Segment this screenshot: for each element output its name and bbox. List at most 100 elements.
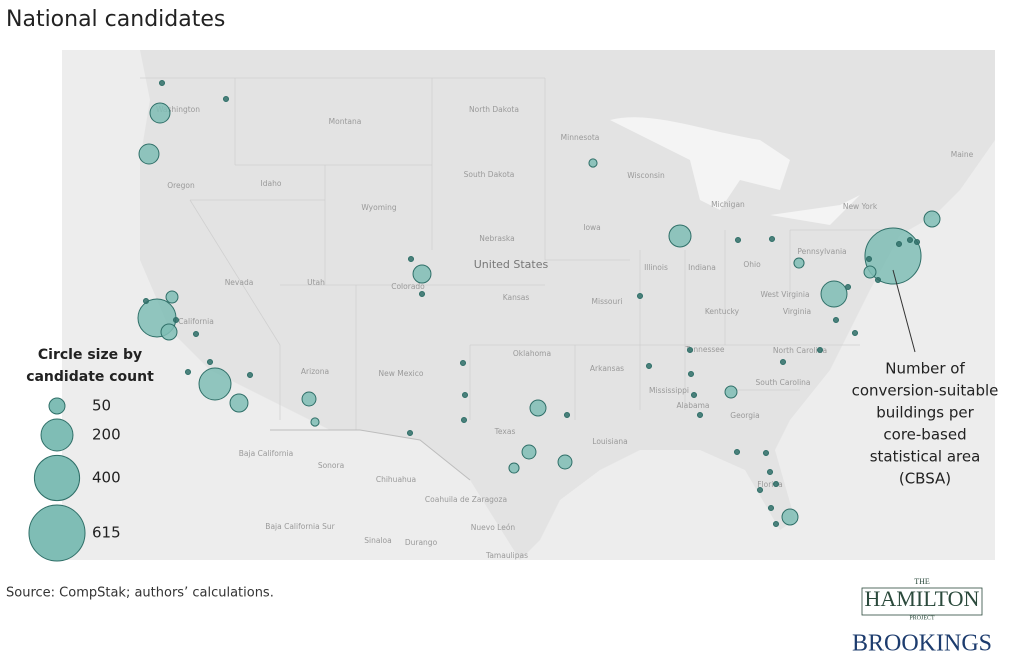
map-label: Ohio xyxy=(743,260,761,269)
map-label: North Carolina xyxy=(773,346,827,355)
map-label: Wyoming xyxy=(361,203,396,212)
map-label: Mississippi xyxy=(649,386,689,395)
hamilton-logo: THE HAMILTON PROJECT xyxy=(861,577,983,621)
map-label: Tamaulipas xyxy=(485,551,528,560)
map-label: West Virginia xyxy=(760,290,809,299)
legend-label: 615 xyxy=(92,524,121,542)
bubble xyxy=(762,449,770,457)
logo-the: THE xyxy=(914,577,930,586)
map-label: Montana xyxy=(329,117,362,126)
bubble xyxy=(165,290,179,304)
map-label: Chihuahua xyxy=(376,475,416,484)
bubble xyxy=(149,102,171,124)
bubble xyxy=(820,280,848,308)
legend-label: 50 xyxy=(92,397,111,415)
map-label: Maine xyxy=(951,150,974,159)
map-label: Nebraska xyxy=(479,234,514,243)
map-label: Kansas xyxy=(503,293,530,302)
bubble xyxy=(418,290,426,298)
bubble xyxy=(895,240,903,248)
map-label: Utah xyxy=(307,278,325,287)
bubble xyxy=(206,358,214,366)
title: National candidates xyxy=(6,7,225,32)
bubble xyxy=(588,158,598,168)
bubble xyxy=(793,257,805,269)
map-label: New York xyxy=(843,202,878,211)
bubble xyxy=(459,359,467,367)
source: Source: CompStak; authors’ calculations. xyxy=(6,586,274,601)
bubble xyxy=(222,95,230,103)
legend-label: 400 xyxy=(92,469,121,487)
bubble xyxy=(246,371,254,379)
bubble xyxy=(668,224,692,248)
bubble xyxy=(563,411,571,419)
map-label: Pennsylvania xyxy=(797,247,846,256)
annotation-line: core-based xyxy=(883,426,966,444)
bubble xyxy=(636,292,644,300)
logo-hamilton: HAMILTON xyxy=(865,586,980,611)
bubble xyxy=(772,480,780,488)
annotation-line: conversion-suitable xyxy=(852,382,999,400)
bubble xyxy=(874,276,882,284)
bubble xyxy=(192,330,200,338)
bubble xyxy=(734,236,742,244)
map-label: Michigan xyxy=(711,200,745,209)
map-label: Wisconsin xyxy=(627,171,665,180)
bubble xyxy=(406,429,414,437)
map-label: South Dakota xyxy=(464,170,515,179)
map-label: Sinaloa xyxy=(364,536,391,545)
map-label: Florida xyxy=(757,480,783,489)
bubble xyxy=(172,316,180,324)
bubble xyxy=(557,454,573,470)
legend-label: 200 xyxy=(92,426,121,444)
bubble xyxy=(851,329,859,337)
bubble xyxy=(724,385,738,399)
map-label: Nevada xyxy=(225,278,254,287)
legend-circle xyxy=(28,504,86,562)
map-label: Minnesota xyxy=(561,133,600,142)
map-label: North Dakota xyxy=(469,105,519,114)
map-label: Baja California Sur xyxy=(265,522,335,531)
legend-circle xyxy=(48,397,66,415)
legend-circle xyxy=(33,454,81,502)
bubble xyxy=(310,417,320,427)
bubble xyxy=(696,411,704,419)
map-label: California xyxy=(178,317,214,326)
bubble xyxy=(198,367,232,401)
bubble xyxy=(768,235,776,243)
bubble xyxy=(687,370,695,378)
bubble xyxy=(229,393,249,413)
map-label: South Carolina xyxy=(755,378,810,387)
map-label: Washington xyxy=(156,105,200,114)
map-label: Durango xyxy=(405,538,438,547)
bubble xyxy=(138,143,160,165)
map-label: Virginia xyxy=(783,307,811,316)
bubble xyxy=(158,79,166,87)
map-label: Iowa xyxy=(583,223,601,232)
bubble xyxy=(412,264,432,284)
map-label: Indiana xyxy=(688,263,716,272)
map-label: Oregon xyxy=(167,181,195,190)
map-label: Colorado xyxy=(391,282,425,291)
bubble xyxy=(460,416,468,424)
map-label: Alabama xyxy=(676,401,709,410)
logo-brookings: BROOKINGS xyxy=(852,631,992,657)
bubble xyxy=(863,265,877,279)
bubble xyxy=(142,297,150,305)
bubble xyxy=(160,323,178,341)
bubble xyxy=(772,520,780,528)
bubble xyxy=(690,391,698,399)
bubble xyxy=(844,283,852,291)
map-label: Tennessee xyxy=(684,345,724,354)
bubble xyxy=(832,316,840,324)
bubble xyxy=(756,486,764,494)
legend-circle xyxy=(40,418,74,452)
bubble xyxy=(913,238,921,246)
map-label: Missouri xyxy=(592,297,623,306)
legend-title: Circle size by xyxy=(38,347,142,363)
map-label: Georgia xyxy=(730,411,759,420)
annotation-line: Number of xyxy=(885,360,965,378)
base-map xyxy=(62,50,995,560)
map-label: Illinois xyxy=(644,263,668,272)
